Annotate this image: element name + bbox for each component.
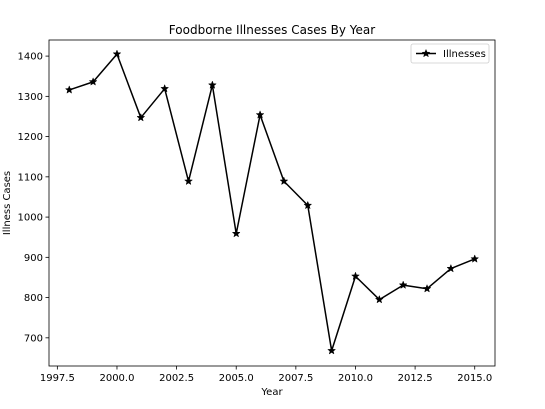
x-tick-label: 2010.0 [338,373,373,384]
data-point-star [255,110,265,119]
y-tick-label: 1300 [18,92,43,103]
x-tick-label: 2000.0 [99,373,134,384]
data-point-star [327,346,337,355]
data-point-star [160,83,170,93]
y-tick-label: 800 [24,293,43,304]
series-line-illnesses [69,53,476,352]
legend: Illnesses [410,43,490,64]
x-axis-title: Year [260,387,283,398]
data-point-star [470,254,480,263]
data-point-star [398,280,408,289]
chart-title: Foodborne Illnesses Cases By Year [169,23,375,37]
x-tick-label: 2015.0 [457,373,492,384]
data-point-star [207,80,217,89]
data-point-star [374,294,384,304]
data-point-star [64,85,74,94]
x-tick-label: 2012.5 [398,373,433,384]
data-point-star [303,200,313,210]
data-point-star [446,263,456,273]
y-axis: 700 800 900 1000 1100 1200 1300 1400 [18,52,49,344]
legend-star-marker [421,48,431,58]
x-tick-label: 2005.0 [219,373,254,384]
x-tick-label: 2007.5 [278,373,313,384]
legend-label-illnesses: Illnesses [443,49,486,60]
y-tick-label: 700 [24,333,43,344]
x-tick-label: 1997.5 [40,373,75,384]
x-tick-label: 2002.5 [159,373,194,384]
data-point-star [184,176,193,186]
data-point-star [231,228,241,238]
legend-box [410,43,490,64]
y-axis-title: Illness Cases [2,171,13,235]
data-point-star [422,284,432,293]
data-point-star [279,176,289,186]
x-axis: 1997.5 2000.0 2002.5 2005.0 2007.5 2010.0 2012… [40,366,492,384]
data-point-star [112,49,122,58]
data-point-star [88,77,98,86]
y-tick-label: 1200 [18,132,43,143]
plot-area-frame [48,39,496,367]
y-tick-label: 900 [24,253,43,264]
data-point-star [136,112,146,122]
y-tick-label: 1000 [18,213,43,224]
series-layer [64,49,480,355]
y-tick-label: 1400 [18,52,43,63]
data-point-star [351,271,360,281]
y-tick-label: 1100 [18,172,43,183]
legend-star-icon [421,48,431,58]
